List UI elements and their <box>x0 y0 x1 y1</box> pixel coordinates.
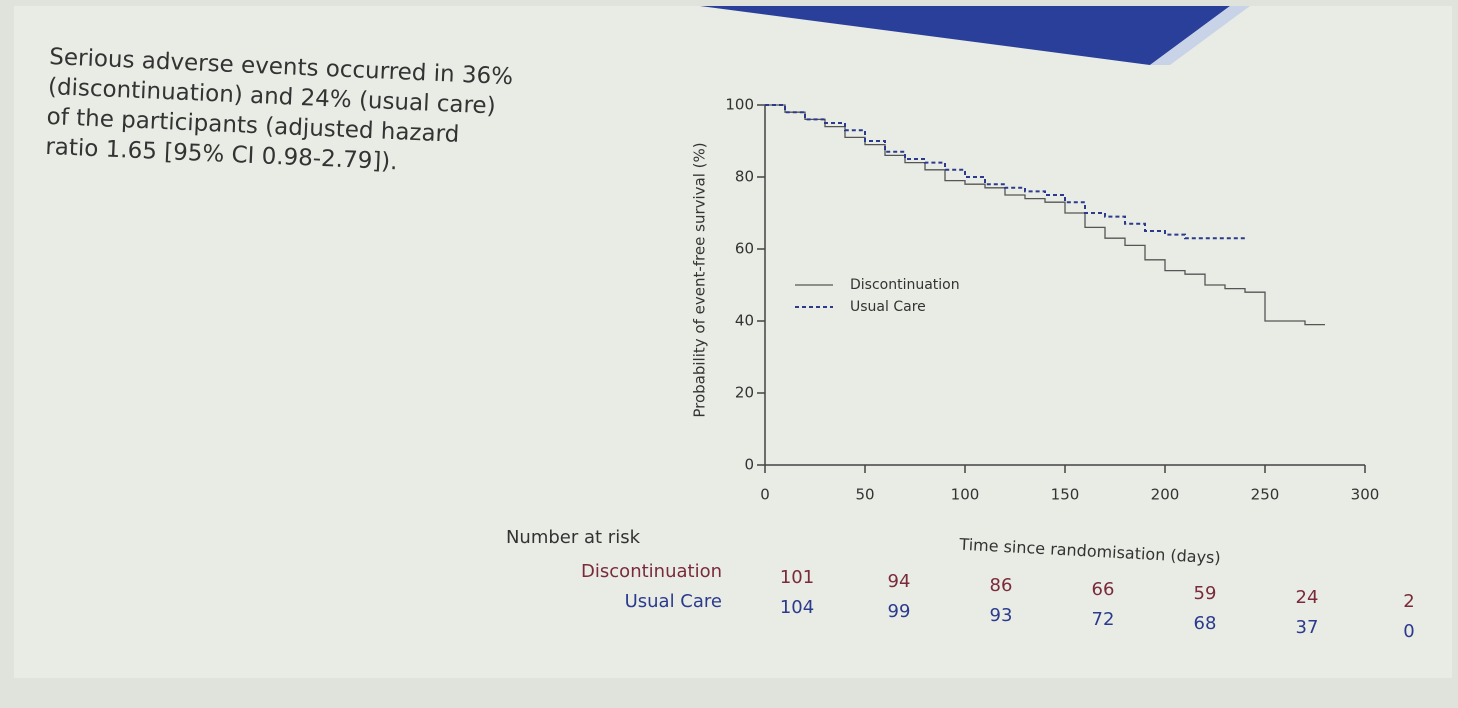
risk-count: 68 <box>1194 613 1217 634</box>
x-tick-label: 250 <box>1251 486 1280 504</box>
y-tick-label: 60 <box>735 240 754 258</box>
x-tick-label: 300 <box>1351 486 1380 504</box>
chart: Probability of event-free survival (%) T… <box>0 0 1458 708</box>
x-tick-label: 150 <box>1051 486 1080 504</box>
risk-count: 93 <box>990 605 1013 626</box>
risk-count: 0 <box>1403 621 1414 642</box>
risk-count: 59 <box>1194 583 1217 604</box>
risk-count: 86 <box>990 575 1013 596</box>
risk-count: 72 <box>1092 609 1115 630</box>
risk-count: 99 <box>888 601 911 622</box>
legend-label: Discontinuation <box>850 277 960 293</box>
decor-band <box>700 6 1230 65</box>
risk-count: 94 <box>888 571 911 592</box>
y-tick-label: 20 <box>735 384 754 402</box>
y-tick-label: 0 <box>744 456 754 474</box>
y-axis-label: Probability of event-free survival (%) <box>691 142 709 417</box>
risk-count: 2 <box>1403 591 1414 612</box>
risk-count: 24 <box>1296 587 1319 608</box>
survival-line <box>765 105 1325 325</box>
y-tick-label: 100 <box>725 96 754 114</box>
y-tick-label: 40 <box>735 312 754 330</box>
risk-count: 104 <box>780 597 814 618</box>
risk-row-label: Usual Care <box>625 591 722 612</box>
y-tick-label: 80 <box>735 168 754 186</box>
x-tick-label: 0 <box>760 486 770 504</box>
risk-count: 101 <box>780 567 814 588</box>
x-tick-label: 100 <box>951 486 980 504</box>
risk-table-title: Number at risk <box>506 527 641 548</box>
risk-row-label: Discontinuation <box>581 561 722 582</box>
survival-line <box>765 105 1245 238</box>
x-tick-label: 200 <box>1151 486 1180 504</box>
x-tick-label: 50 <box>855 486 874 504</box>
page: Serious adverse events occurred in 36% (… <box>0 0 1458 708</box>
risk-count: 37 <box>1296 617 1319 638</box>
legend-label: Usual Care <box>850 299 926 315</box>
x-axis-label: Time since randomisation (days) <box>958 535 1221 568</box>
risk-count: 66 <box>1092 579 1115 600</box>
